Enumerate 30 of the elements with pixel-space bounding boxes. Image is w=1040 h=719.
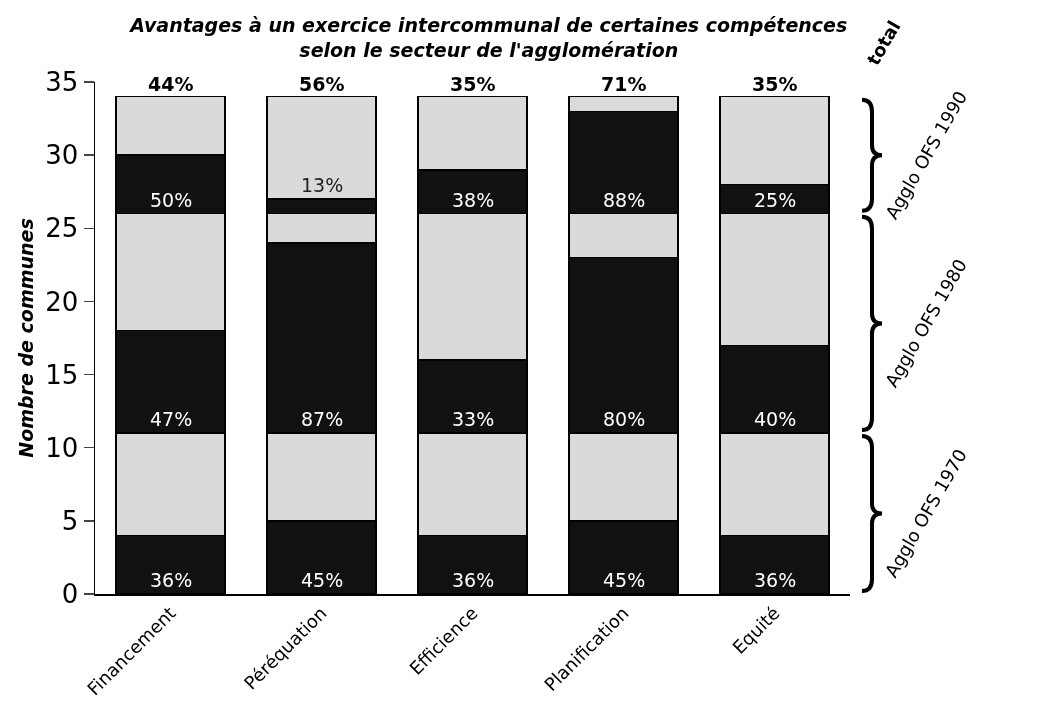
- annotation: 56%: [299, 73, 345, 95]
- y-axis-title: Nombre de communes: [15, 218, 38, 458]
- annotation: 50%: [150, 189, 193, 211]
- annotation: 36%: [150, 569, 193, 591]
- annotation: 45%: [603, 569, 646, 591]
- y-tick-label: 0: [61, 579, 79, 610]
- annotation: 45%: [301, 569, 344, 591]
- y-tick-label: 35: [45, 67, 79, 98]
- annotation: 33%: [452, 408, 495, 430]
- annotation: 87%: [301, 408, 344, 430]
- y-tick-label: 30: [45, 140, 79, 171]
- annotation: 71%: [601, 73, 647, 95]
- chart-title: Avantages à un exercice intercommunal de certaines compétences selon le secteur de l'agglomération: [128, 14, 848, 62]
- annotation: 80%: [603, 408, 646, 430]
- y-tick-label: 15: [45, 359, 79, 390]
- annotation: 25%: [754, 189, 797, 211]
- annotation: 40%: [754, 408, 797, 430]
- annotation: 36%: [452, 569, 495, 591]
- annotation: 13%: [301, 174, 344, 196]
- annotation: 35%: [450, 73, 496, 95]
- annotation: 35%: [752, 73, 798, 95]
- y-tick-label: 10: [45, 432, 79, 463]
- annotation: 47%: [150, 408, 193, 430]
- annotation: 38%: [452, 189, 495, 211]
- annotation: 88%: [603, 189, 646, 211]
- annotation: 44%: [148, 73, 194, 95]
- y-tick-label: 25: [45, 213, 79, 244]
- y-tick-label: 5: [61, 505, 79, 536]
- y-tick-label: 20: [45, 286, 79, 317]
- annotation: 36%: [754, 569, 797, 591]
